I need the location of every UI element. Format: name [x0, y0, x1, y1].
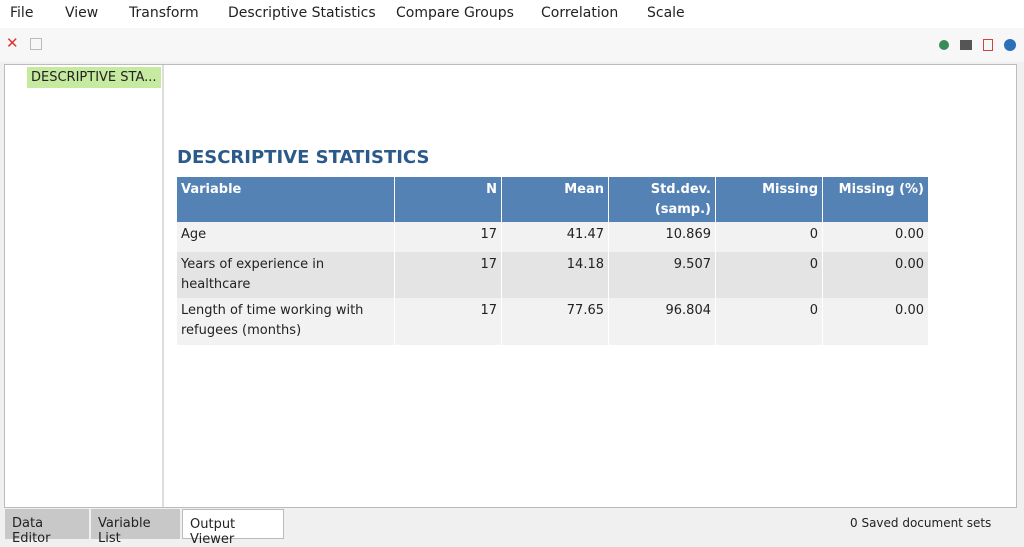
table-cell: 17	[395, 222, 502, 252]
print-icon[interactable]	[960, 40, 972, 50]
table-cell: 77.65	[502, 298, 609, 345]
table-cell: 0.00	[823, 252, 929, 298]
column-header: Std.dev. (samp.)	[609, 177, 716, 222]
menu-item[interactable]: View	[65, 5, 99, 21]
table-cell: 9.507	[609, 252, 716, 298]
table-cell: 0.00	[823, 222, 929, 252]
export-icon[interactable]	[983, 39, 993, 51]
menu-item[interactable]: Descriptive Statistics	[228, 5, 376, 21]
tab[interactable]: Data Editor	[5, 509, 89, 546]
tab[interactable]: Variable List	[91, 509, 180, 546]
table-cell: 0.00	[823, 298, 929, 345]
toolbar: ✕	[0, 28, 1024, 62]
output-title: DESCRIPTIVE STATISTICS	[177, 147, 430, 168]
column-header: N	[395, 177, 502, 222]
menu-item[interactable]: Compare Groups	[396, 5, 514, 21]
copy-icon[interactable]	[30, 38, 42, 50]
menu-item[interactable]: Scale	[647, 5, 685, 21]
close-icon[interactable]: ✕	[6, 34, 19, 52]
menu-bar: File View Transform Descriptive Statistics C…	[0, 0, 1024, 28]
table-cell: 0	[716, 252, 823, 298]
menu-item[interactable]: Correlation	[541, 5, 619, 21]
table-cell: Age	[177, 222, 395, 252]
info-icon[interactable]	[1004, 39, 1016, 51]
nav-item[interactable]: DESCRIPTIVE STA...	[27, 67, 161, 88]
tab[interactable]: Output Viewer	[182, 509, 284, 547]
table-cell: 17	[395, 252, 502, 298]
column-header: Missing	[716, 177, 823, 222]
column-header: Mean	[502, 177, 609, 222]
table-cell: 17	[395, 298, 502, 345]
menu-item[interactable]: File	[10, 5, 34, 21]
table-cell: 0	[716, 298, 823, 345]
table-cell: 41.47	[502, 222, 609, 252]
status-text: 0 Saved document sets	[850, 516, 992, 530]
table-cell: 10.869	[609, 222, 716, 252]
column-header: Variable	[177, 177, 395, 222]
output-panel: DESCRIPTIVE STA... DESCRIPTIVE STATISTIC…	[4, 64, 1017, 508]
table-cell: 0	[716, 222, 823, 252]
table-cell: 96.804	[609, 298, 716, 345]
column-header: Missing (%)	[823, 177, 929, 222]
menu-item[interactable]: Transform	[129, 5, 199, 21]
table-cell: 14.18	[502, 252, 609, 298]
web-icon[interactable]	[939, 40, 949, 50]
table-cell: Length of time working with refugees (mo…	[177, 298, 395, 345]
output-navigator: DESCRIPTIVE STA...	[5, 65, 164, 507]
table-cell: Years of experience in healthcare	[177, 252, 395, 298]
